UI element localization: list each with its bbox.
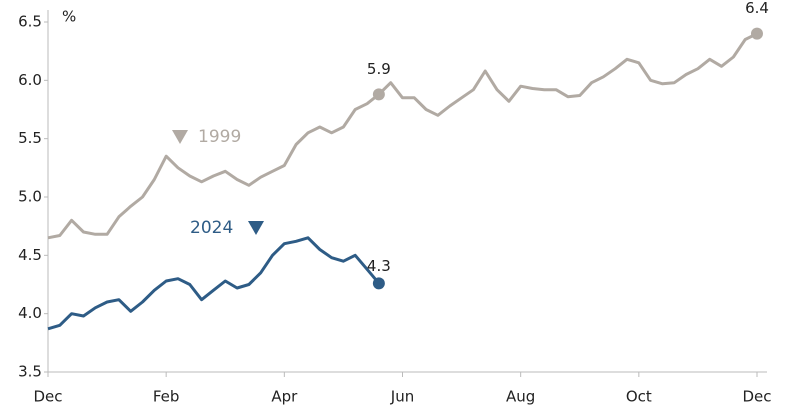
value-label: 6.4: [745, 0, 769, 17]
series-line: [47, 32, 758, 240]
y-tick-label: 5.0: [18, 188, 42, 206]
x-tick-label: Jun: [390, 388, 414, 406]
x-tick-label: Apr: [271, 388, 298, 406]
x-tick-label: Oct: [626, 388, 652, 406]
end-dot: [372, 277, 385, 290]
series-marker: [248, 221, 264, 235]
y-tick-label: 3.5: [18, 363, 42, 381]
y-tick-label: 4.5: [18, 246, 42, 264]
y-tick-label: 6.5: [18, 13, 42, 31]
end-dot: [751, 27, 763, 40]
x-tick-label: Feb: [153, 388, 180, 406]
series-label: 2024: [190, 218, 233, 238]
y-tick-label: 4.0: [18, 304, 42, 322]
y-tick-label: 6.0: [18, 71, 42, 89]
series-line: [47, 236, 381, 331]
series-label: 1999: [198, 127, 241, 147]
x-tick-label: Aug: [506, 388, 535, 406]
y-tick-label: 5.5: [18, 129, 42, 147]
value-label: 4.3: [367, 257, 391, 275]
end-dot: [372, 88, 385, 101]
x-tick-label: Dec: [33, 388, 62, 406]
x-tick-label: Dec: [742, 388, 771, 406]
series-marker: [172, 130, 188, 144]
y-unit: %: [62, 8, 76, 26]
value-label: 5.9: [367, 60, 391, 78]
